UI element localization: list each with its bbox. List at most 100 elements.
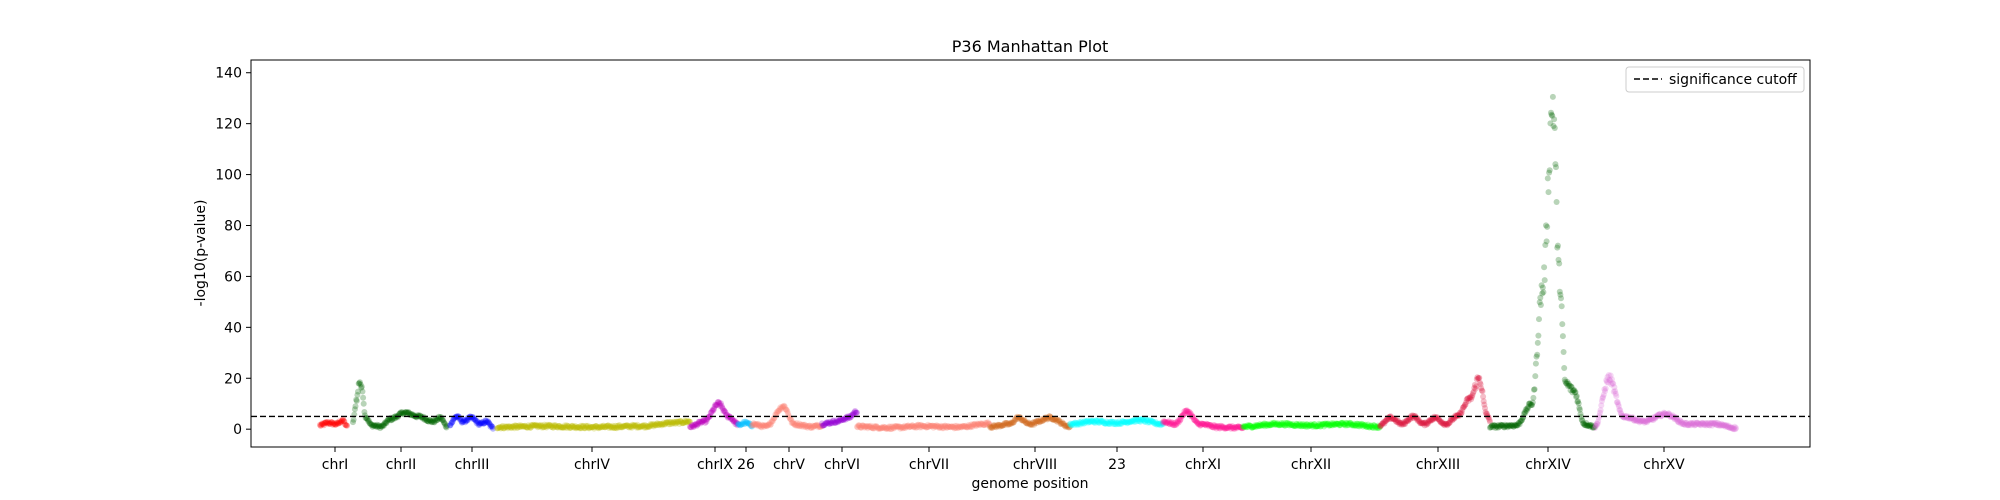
data-point-chrVIII bbox=[1021, 417, 1028, 423]
data-point-chrIV bbox=[541, 421, 548, 428]
data-point-chrII bbox=[404, 409, 411, 416]
data-point-chrXV bbox=[1622, 414, 1629, 420]
data-point-chrXIV bbox=[1551, 116, 1558, 123]
data-point-chrXI bbox=[1202, 421, 1209, 428]
data-point-chrXIII bbox=[1415, 415, 1422, 422]
data-point-chrVII bbox=[960, 422, 967, 429]
data-point-chrXIII bbox=[1458, 409, 1465, 416]
data-point-chrVII bbox=[881, 425, 887, 432]
data-point-chrII bbox=[383, 420, 390, 427]
data-point-chrIX bbox=[703, 418, 710, 425]
data-point-chrIII bbox=[460, 418, 467, 425]
data-point-chrXV bbox=[1712, 419, 1719, 426]
data-point-chrXV bbox=[1704, 420, 1711, 427]
data-point-chrIV bbox=[640, 422, 646, 429]
data-point-chrVII bbox=[887, 423, 894, 430]
legend-box bbox=[1625, 66, 1805, 93]
data-point-chrVIII bbox=[1056, 418, 1063, 425]
data-point-chrIV bbox=[668, 419, 675, 425]
data-point-chrVI bbox=[850, 410, 857, 417]
data-point-chrXIV bbox=[1547, 120, 1554, 127]
data-point-chrVIII bbox=[1053, 417, 1060, 424]
data-point-chrV bbox=[781, 402, 788, 409]
data-point-chrIV bbox=[650, 423, 657, 430]
data-point-chrIV bbox=[576, 425, 583, 432]
data-point-chrXII bbox=[1376, 423, 1383, 430]
data-point-chrXIV bbox=[1569, 389, 1576, 396]
data-point-chrXV bbox=[1679, 421, 1686, 428]
data-point-chrXIII bbox=[1408, 412, 1415, 419]
data-point-chrXIV bbox=[1487, 424, 1494, 431]
data-point-chrIV bbox=[599, 423, 606, 430]
data-point-chrVIII bbox=[1057, 421, 1064, 427]
data-point-chrXII bbox=[1327, 422, 1334, 429]
data-point-chrXII bbox=[1366, 424, 1373, 431]
data-point-chrIX bbox=[720, 408, 727, 415]
data-point-chrVIII bbox=[1067, 423, 1073, 430]
data-point-chrVI bbox=[823, 419, 830, 426]
data-point-chrIX bbox=[715, 398, 722, 405]
data-point-chrXIII bbox=[1440, 421, 1447, 428]
data-point-chrVIII bbox=[990, 423, 997, 430]
data-point-chrVIII bbox=[1064, 423, 1071, 430]
data-point-chrXII bbox=[1328, 420, 1334, 427]
data-point-chrXII bbox=[1265, 421, 1272, 428]
x-tick-label-chrXIII: chrXIII bbox=[1416, 457, 1460, 473]
data-point-chrI bbox=[323, 419, 330, 426]
data-point-chrXII bbox=[1354, 420, 1361, 427]
data-point-chrVII bbox=[955, 425, 961, 431]
data-point-chrIII bbox=[486, 420, 493, 427]
data-point-chrVII bbox=[872, 423, 879, 430]
data-point-chrXIV bbox=[1570, 387, 1576, 394]
data-point-chrXV bbox=[1686, 420, 1693, 427]
data-point-chrXIII bbox=[1480, 393, 1487, 400]
data-point-23 bbox=[1127, 419, 1134, 426]
data-point-chrVII bbox=[904, 423, 911, 430]
data-point-chrVII bbox=[968, 423, 975, 430]
data-point-chrXIV bbox=[1575, 398, 1581, 405]
data-point-chrXII bbox=[1352, 422, 1359, 429]
data-point-chrIV bbox=[654, 420, 661, 427]
data-point-chrXI bbox=[1198, 420, 1205, 427]
data-point-chrXII bbox=[1254, 422, 1261, 429]
data-point-chrVII bbox=[960, 423, 966, 430]
data-point-chrXIV bbox=[1492, 425, 1499, 431]
data-point-chrXII bbox=[1241, 423, 1248, 430]
data-point-chrXV bbox=[1634, 416, 1641, 422]
data-point-chrIV bbox=[565, 423, 572, 430]
data-point-chrV bbox=[762, 422, 769, 429]
data-point-chrXII bbox=[1317, 423, 1324, 430]
data-point-chrIV bbox=[636, 423, 643, 430]
data-point-chrIV bbox=[656, 422, 663, 429]
data-point-chrIV bbox=[578, 425, 585, 432]
data-point-chrXIII bbox=[1404, 417, 1410, 424]
data-point-chrVII bbox=[976, 421, 983, 428]
data-point-chrXII bbox=[1258, 422, 1265, 429]
data-point-chrI bbox=[334, 419, 341, 426]
data-point-chrV bbox=[761, 422, 768, 429]
data-point-chrVII bbox=[885, 425, 892, 432]
data-point-chrVII bbox=[913, 424, 919, 431]
data-point-23 bbox=[1128, 418, 1135, 424]
data-point-23 bbox=[1149, 418, 1156, 425]
data-point-chrXV bbox=[1632, 416, 1639, 423]
data-point-chrVII bbox=[943, 424, 950, 431]
data-point-chrIV bbox=[511, 425, 518, 432]
data-point-chrXII bbox=[1319, 421, 1326, 428]
data-point-chrXII bbox=[1322, 420, 1329, 427]
data-point-chrV bbox=[808, 425, 815, 431]
data-point-chrIV bbox=[595, 425, 602, 432]
data-point-chrXV bbox=[1709, 422, 1716, 429]
data-point-chrV bbox=[766, 421, 772, 428]
data-point-23 bbox=[1133, 415, 1140, 422]
data-point-chrII bbox=[351, 406, 358, 413]
data-point-chrXIII bbox=[1443, 421, 1450, 428]
data-point-26 bbox=[735, 421, 742, 428]
data-point-chrVII bbox=[939, 425, 946, 432]
data-point-23 bbox=[1134, 416, 1141, 423]
data-point-chrII bbox=[417, 412, 424, 419]
data-point-chrIV bbox=[673, 418, 680, 425]
data-point-chrXV bbox=[1725, 422, 1732, 429]
data-point-chrII bbox=[439, 416, 446, 423]
